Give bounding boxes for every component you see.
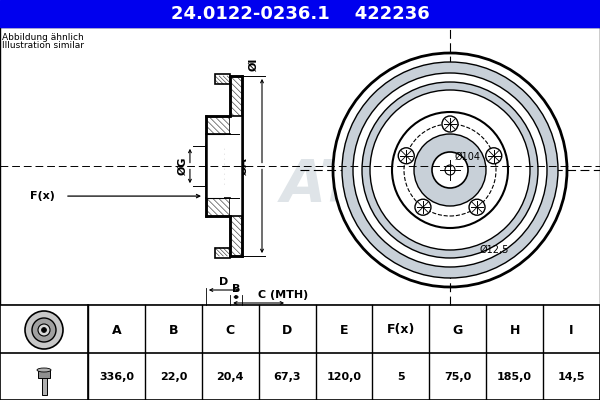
Circle shape <box>486 148 502 164</box>
Circle shape <box>342 62 558 278</box>
Text: H: H <box>509 324 520 336</box>
Text: 24.0122-0236.1    422236: 24.0122-0236.1 422236 <box>170 5 430 23</box>
Text: 75,0: 75,0 <box>444 372 472 382</box>
Text: Ø12,5: Ø12,5 <box>480 245 509 255</box>
Circle shape <box>25 311 63 349</box>
Bar <box>215 248 230 258</box>
Text: F(x): F(x) <box>387 324 415 336</box>
Text: 22,0: 22,0 <box>160 372 187 382</box>
Text: 5: 5 <box>397 372 405 382</box>
Text: ØG: ØG <box>178 157 188 175</box>
Bar <box>230 76 242 256</box>
Bar <box>0 0 600 27</box>
Text: 14,5: 14,5 <box>558 372 586 382</box>
Text: F(x): F(x) <box>30 191 55 201</box>
Bar <box>41 377 47 395</box>
Text: ATE: ATE <box>280 156 400 214</box>
Text: 67,3: 67,3 <box>274 372 301 382</box>
Text: Illustration similar: Illustration similar <box>2 41 84 50</box>
Circle shape <box>442 116 458 132</box>
Bar <box>0 305 600 400</box>
Circle shape <box>353 73 547 267</box>
Circle shape <box>445 165 455 175</box>
Circle shape <box>398 148 414 164</box>
Bar <box>207 134 230 198</box>
Text: C (MTH): C (MTH) <box>258 290 308 300</box>
Text: Abbildung ähnlich: Abbildung ähnlich <box>2 33 84 42</box>
Circle shape <box>415 199 431 215</box>
Text: ØE: ØE <box>228 158 238 174</box>
Circle shape <box>370 90 530 250</box>
Circle shape <box>41 328 47 332</box>
Circle shape <box>38 324 50 336</box>
Text: 20,4: 20,4 <box>217 372 244 382</box>
Text: 120,0: 120,0 <box>326 372 361 382</box>
Text: D: D <box>282 324 292 336</box>
Bar <box>230 116 242 216</box>
Bar <box>0 27 600 305</box>
Circle shape <box>362 82 538 258</box>
Text: ØA: ØA <box>239 157 249 175</box>
Text: E: E <box>340 324 348 336</box>
Text: 336,0: 336,0 <box>99 372 134 382</box>
Text: I: I <box>569 324 574 336</box>
Circle shape <box>332 52 568 288</box>
Bar <box>215 74 230 84</box>
Circle shape <box>469 199 485 215</box>
Circle shape <box>432 152 468 188</box>
Text: ØI: ØI <box>249 58 259 71</box>
Bar <box>38 370 50 378</box>
Text: G: G <box>452 324 463 336</box>
Text: C: C <box>226 324 235 336</box>
Text: ØH: ØH <box>216 157 226 175</box>
Text: B: B <box>169 324 178 336</box>
Text: D: D <box>220 277 229 287</box>
Bar <box>0 27 600 305</box>
Bar <box>206 134 224 198</box>
Text: B: B <box>232 284 240 294</box>
Circle shape <box>392 112 508 228</box>
Text: Ø104: Ø104 <box>455 152 481 162</box>
Text: A: A <box>112 324 121 336</box>
Circle shape <box>32 318 56 342</box>
Ellipse shape <box>37 368 51 372</box>
Bar <box>206 146 224 186</box>
Circle shape <box>333 53 567 287</box>
Circle shape <box>414 134 486 206</box>
Text: 185,0: 185,0 <box>497 372 532 382</box>
Bar <box>206 116 230 216</box>
